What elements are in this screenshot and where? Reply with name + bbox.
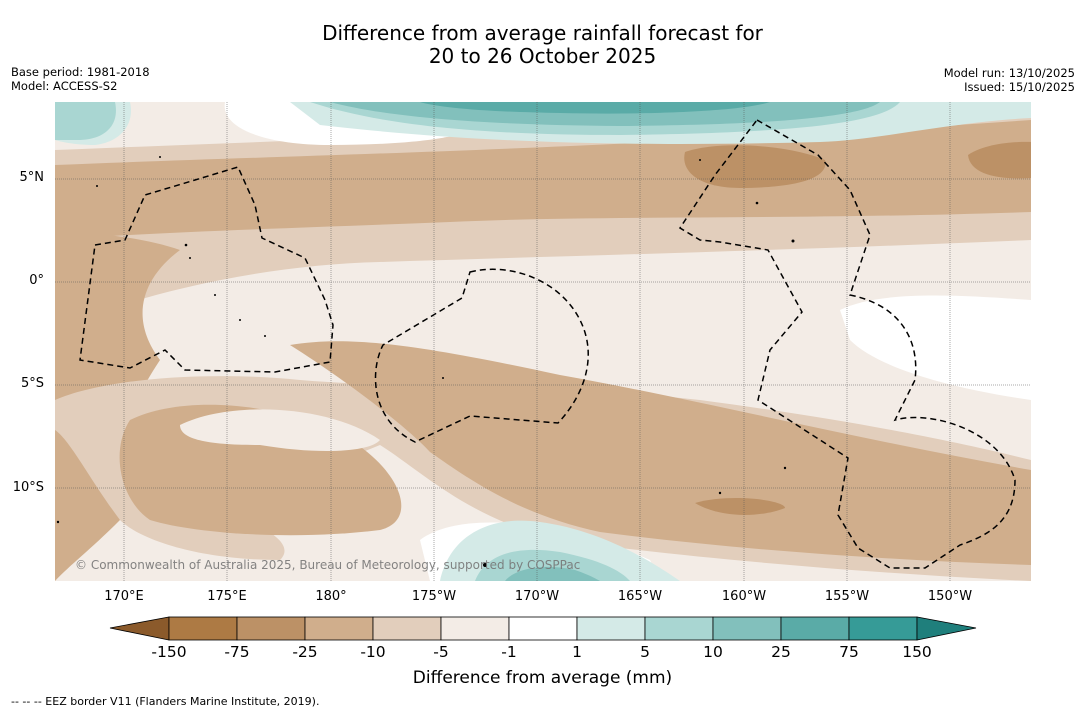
latitude-label: 10°S (12, 480, 44, 495)
colorbar (109, 616, 977, 641)
colorbar-swatch (372, 616, 442, 641)
model-name: Model: ACCESS-S2 (11, 79, 118, 93)
colorbar-swatch (848, 616, 918, 641)
colorbar-arrow-left (109, 616, 170, 641)
base-period: Base period: 1981-2018 (11, 65, 150, 79)
colorbar-swatch (508, 616, 578, 641)
model-run: Model run: 13/10/2025 (943, 66, 1075, 80)
map-title-line2: 20 to 26 October 2025 (428, 44, 657, 68)
south-core (695, 498, 785, 515)
issued-date: Issued: 15/10/2025 (964, 80, 1075, 94)
colorbar-tick-label: -25 (292, 643, 318, 661)
colorbar-swatch (712, 616, 782, 641)
colorbar-tick-label: -5 (433, 643, 449, 661)
teal-north-core (420, 102, 770, 114)
south-band (290, 341, 1031, 565)
white-east (840, 295, 1031, 400)
colorbar-tick-label: 10 (703, 643, 723, 661)
copyright-text: © Commonwealth of Australia 2025, Bureau… (75, 558, 581, 572)
longitude-label: 170°W (514, 589, 560, 604)
eez-phoenix (374, 268, 589, 443)
longitude-label: 175°W (411, 589, 457, 604)
eez-kiribati-gilbert (79, 166, 334, 373)
eez-borders (79, 119, 1016, 569)
longitude-label: 170°E (104, 589, 144, 604)
meta-right: Model run: 13/10/2025 Issued: 15/10/2025 (944, 66, 1075, 94)
colorbar-swatch (168, 616, 238, 641)
north-core (684, 145, 826, 188)
colorbar-swatch (780, 616, 850, 641)
colorbar-title: Difference from average (mm) (412, 668, 673, 688)
longitude-label: 155°W (824, 589, 870, 604)
colorbar-tick-label: -150 (151, 643, 187, 661)
colorbar-tick-label: 5 (640, 643, 650, 661)
map-field (55, 102, 1031, 581)
colorbar-tick-label: -1 (501, 643, 517, 661)
longitude-label: 180° (315, 589, 347, 604)
colorbar-arrow-right (916, 616, 977, 641)
colorbar-tick-label: 150 (902, 643, 932, 661)
colorbar-boxes (168, 616, 918, 641)
colorbar-swatch (236, 616, 306, 641)
colorbar-swatch (644, 616, 714, 641)
colorbar-swatch (304, 616, 374, 641)
eez-legend-footer: -- -- -- EEZ border V11 (Flanders Marine… (11, 695, 320, 708)
meta-left: Base period: 1981-2018 Model: ACCESS-S2 (11, 65, 150, 93)
colorbar-swatch (440, 616, 510, 641)
north-core-east (968, 141, 1031, 179)
colorbar-tick-label: 25 (771, 643, 791, 661)
teal-south-core (505, 566, 600, 581)
colorbar-tick-label: -10 (360, 643, 386, 661)
longitude-label: 175°E (207, 589, 247, 604)
colorbar-tick-label: 1 (572, 643, 582, 661)
latitude-label: 0° (29, 273, 44, 288)
longitude-label: 165°W (617, 589, 663, 604)
teal-south (475, 549, 630, 581)
latitude-label: 5°S (20, 376, 44, 391)
map-title-line1: Difference from average rainfall forecas… (322, 21, 763, 45)
teal-nw (55, 102, 116, 140)
eez-line-islands (678, 119, 1016, 569)
latitude-label: 5°N (19, 170, 45, 185)
colorbar-tick-label: -75 (224, 643, 250, 661)
colorbar-swatch (576, 616, 646, 641)
islands (56, 156, 795, 567)
longitude-label: 160°W (721, 589, 767, 604)
colorbar-tick-label: 75 (839, 643, 859, 661)
light-patch (180, 409, 380, 452)
longitude-label: 150°W (927, 589, 973, 604)
